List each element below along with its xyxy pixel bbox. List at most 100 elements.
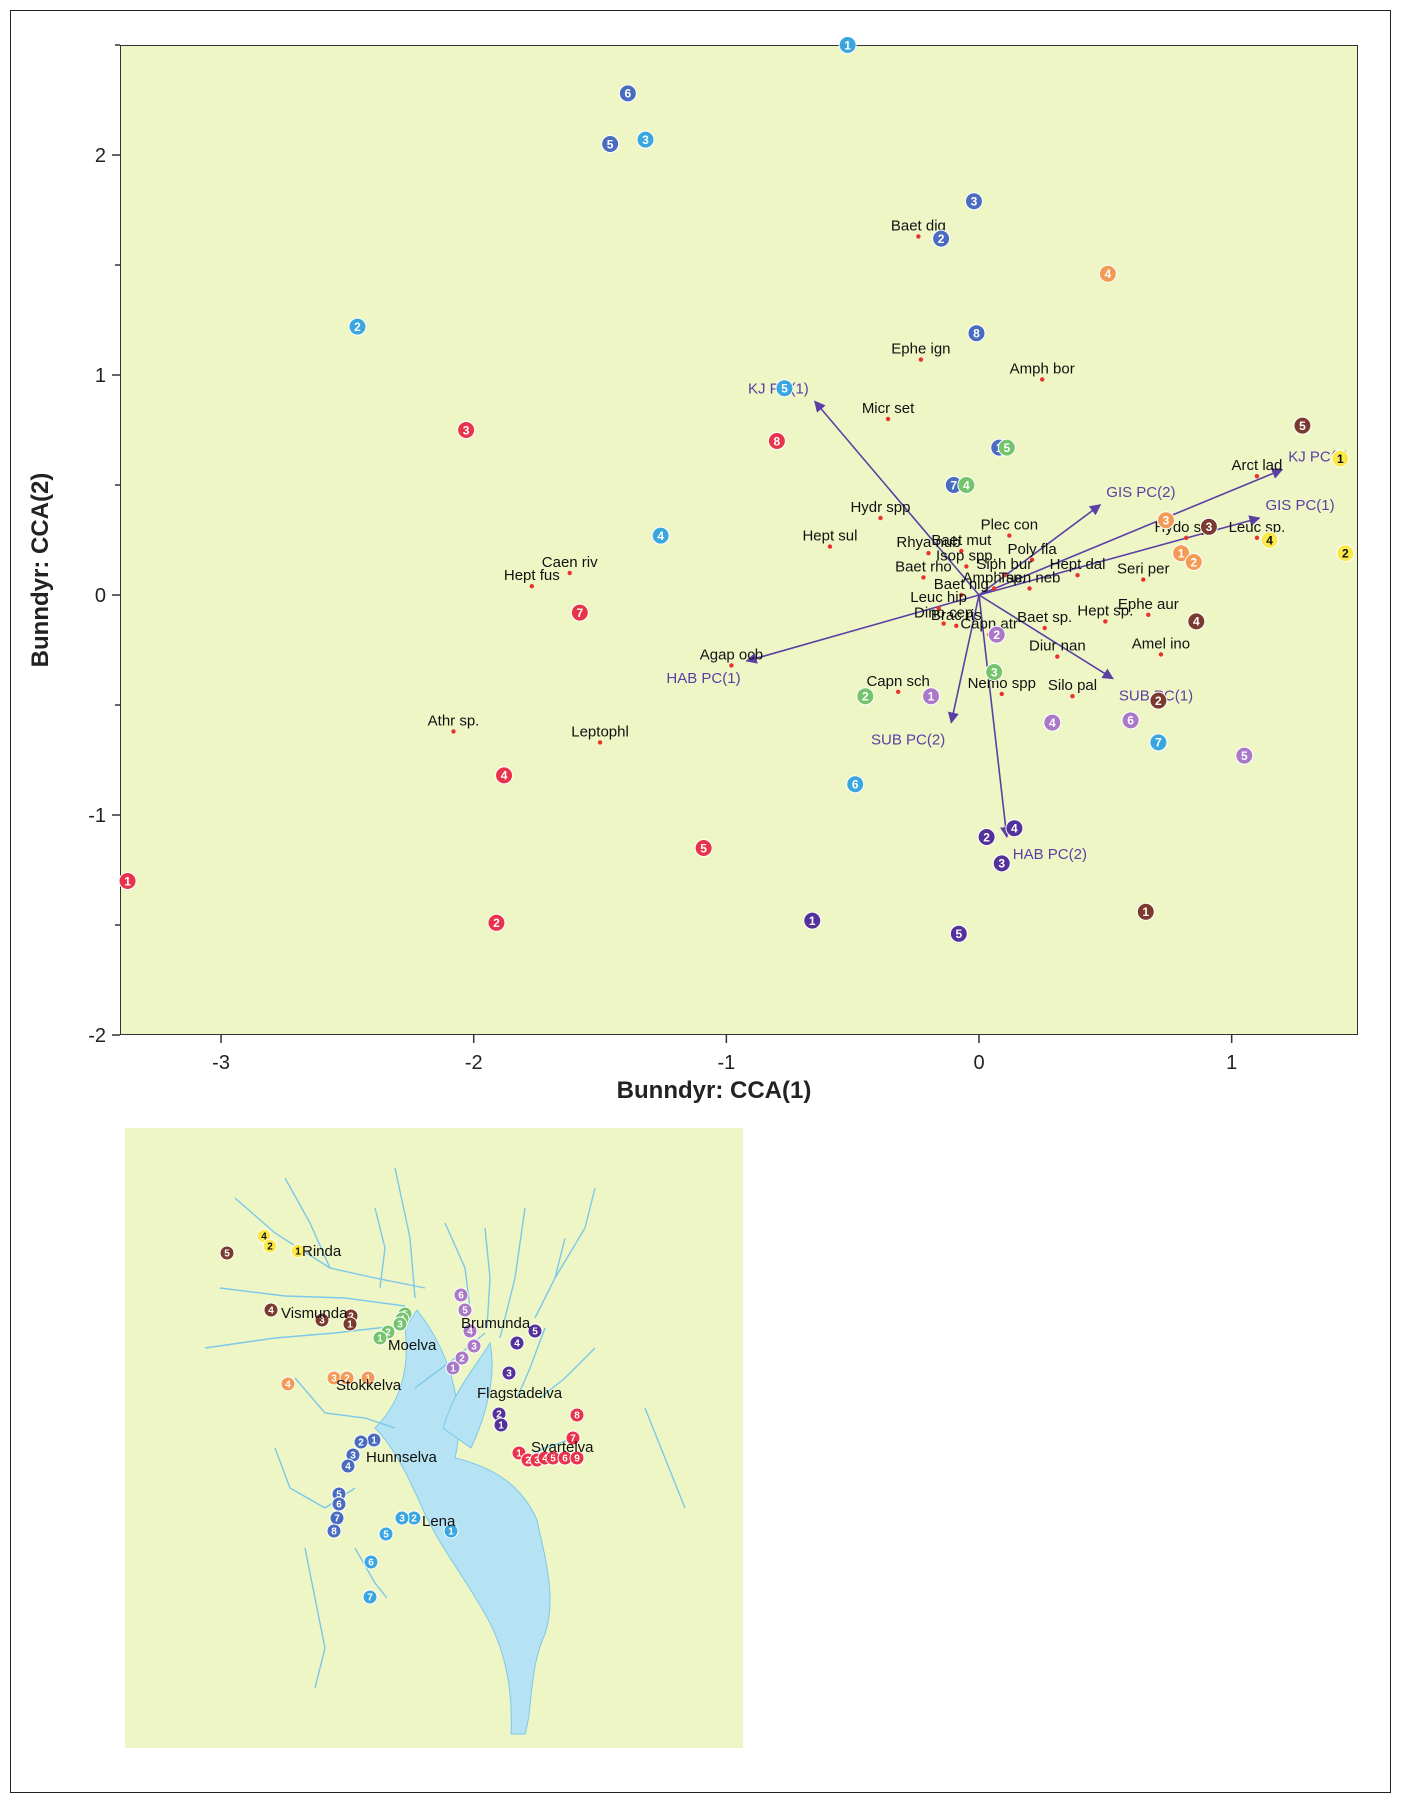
site-point: 5 — [1235, 746, 1254, 765]
site-marker — [262, 1238, 278, 1254]
species-label: Caen riv — [542, 554, 598, 571]
site-marker — [964, 192, 983, 211]
site-number: 2 — [344, 1374, 350, 1385]
site-marker — [466, 1338, 482, 1354]
site-marker — [339, 1370, 355, 1386]
site-number: 2 — [385, 1328, 391, 1339]
site-marker — [453, 1287, 469, 1303]
y-tick-label: -1 — [88, 805, 106, 827]
site-point: 2 — [987, 625, 1006, 644]
site-number: 1 — [347, 1320, 353, 1331]
site-number: 1 — [809, 914, 816, 928]
map-river-label: Flagstadelva — [477, 1385, 563, 1402]
site-marker — [443, 1523, 459, 1539]
site-number: 4 — [1193, 615, 1200, 629]
river-line — [304, 1547, 326, 1689]
species-label: Athr sp. — [428, 712, 480, 729]
species-point — [895, 689, 901, 694]
x-tick-label: 1 — [1226, 1052, 1237, 1074]
site-marker — [462, 1323, 478, 1339]
site-marker — [803, 911, 822, 930]
site-number: 1 — [450, 1364, 456, 1375]
map-site-point: 1 — [445, 1360, 461, 1376]
site-number: 2 — [525, 1456, 531, 1467]
site-number: 1 — [295, 1247, 301, 1258]
plot-area — [120, 45, 1358, 1035]
site-number: 4 — [501, 769, 508, 783]
site-point: 4 — [1043, 713, 1062, 732]
map-site-point: 3 — [314, 1312, 330, 1328]
site-marker — [838, 36, 857, 54]
map-site-point: 4 — [280, 1376, 296, 1392]
y-axis-title: Bunndyr: CCA(2) — [27, 473, 54, 668]
site-point: 3 — [1199, 517, 1218, 536]
site-point: 2 — [1149, 691, 1168, 710]
vector-label: SUB PC(2) — [871, 732, 945, 749]
species-point — [999, 691, 1004, 697]
site-marker — [569, 1450, 585, 1466]
site-point: 1 — [1331, 449, 1350, 468]
site-number: 7 — [334, 1514, 340, 1525]
site-number: 4 — [345, 1462, 351, 1473]
y-tick-label: 0 — [95, 585, 106, 607]
map-site-point: 2 — [353, 1434, 369, 1450]
site-point: 3 — [457, 421, 476, 439]
site-number: 3 — [319, 1316, 325, 1327]
species-point — [1029, 557, 1035, 562]
site-number: 5 — [462, 1306, 468, 1317]
site-point: 1 — [922, 687, 941, 706]
species-point — [1158, 652, 1164, 657]
site-number: 3 — [506, 1369, 512, 1380]
species-point — [1254, 535, 1260, 540]
site-number: 1 — [124, 874, 131, 888]
site-number: 1 — [377, 1334, 383, 1345]
species-point — [1070, 694, 1075, 699]
species-label: Rhya nub — [896, 534, 960, 551]
site-number: 7 — [950, 478, 957, 492]
site-marker — [487, 913, 506, 932]
site-number: 4 — [285, 1380, 291, 1391]
species-point — [878, 515, 883, 521]
site-marker — [378, 1526, 394, 1542]
site-marker — [985, 663, 1004, 681]
site-number: 1 — [516, 1449, 522, 1460]
map-site-point: 3 — [394, 1510, 410, 1526]
site-marker — [570, 603, 589, 622]
site-point: 1 — [1136, 902, 1155, 921]
site-number: 2 — [862, 690, 869, 704]
site-marker — [454, 1350, 470, 1366]
site-point: 4 — [1098, 264, 1117, 283]
species-point — [964, 564, 969, 569]
species-point — [954, 623, 959, 628]
species-point — [926, 551, 931, 556]
species-point — [1039, 377, 1045, 382]
site-number: 4 — [657, 529, 664, 543]
map-site-point: 3 — [501, 1365, 517, 1381]
site-point: 2 — [932, 229, 951, 248]
site-point: 4 — [957, 476, 976, 494]
species-label: Amel ino — [1132, 635, 1190, 652]
species-label: Seri per — [1117, 561, 1170, 578]
site-marker — [997, 438, 1016, 457]
vector-arrow — [978, 504, 1102, 596]
site-marker — [363, 1554, 379, 1570]
x-tick-label: -1 — [717, 1052, 735, 1074]
site-marker — [856, 687, 875, 706]
site-number: 1 — [844, 38, 851, 52]
site-point: 3 — [964, 192, 983, 211]
map-site-point: 3 — [392, 1316, 408, 1332]
map-site-point: 2 — [339, 1370, 355, 1386]
site-point: 6 — [618, 84, 637, 103]
site-marker — [394, 1510, 410, 1526]
y-tick-label: 2 — [95, 145, 106, 167]
map-river-label: Vismunda — [281, 1305, 348, 1322]
site-marker — [348, 317, 367, 336]
species-label: Ephe ign — [891, 341, 950, 358]
site-number: 3 — [998, 857, 1005, 871]
site-marker — [263, 1302, 279, 1318]
site-point: 1 — [1172, 544, 1191, 563]
site-point: 2 — [1336, 544, 1355, 563]
site-marker — [501, 1365, 517, 1381]
river-line — [644, 1407, 686, 1509]
